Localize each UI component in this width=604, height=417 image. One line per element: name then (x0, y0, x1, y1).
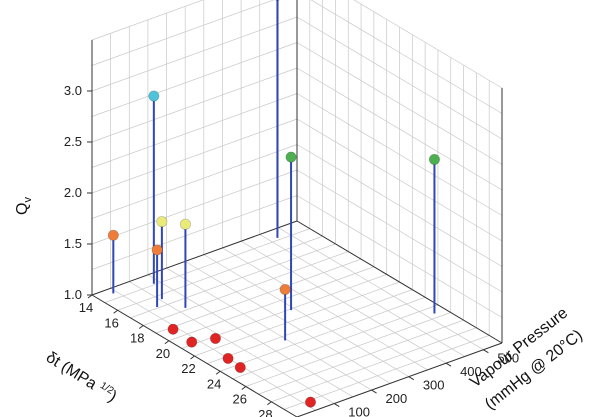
y-tick (483, 349, 489, 354)
x-tick (215, 370, 221, 375)
grid-line (284, 335, 490, 410)
grid-line (296, 195, 503, 318)
z-tick-label: 1.5 (64, 236, 82, 251)
grid-line (258, 319, 464, 395)
grid-layer (91, 0, 503, 417)
tick-labels: 14161820222426283001002003004005001.01.5… (64, 83, 519, 417)
data-point (107, 229, 119, 241)
grid-line (91, 42, 298, 117)
x-tick (190, 355, 195, 360)
grid-line (91, 93, 298, 168)
grid-line (91, 16, 298, 92)
axis-frame (87, 0, 503, 417)
data-point (186, 336, 198, 348)
data-point (222, 352, 234, 364)
grid-line (129, 281, 335, 404)
y-tick-label: 200 (386, 391, 408, 406)
z-axis-label: Qv (14, 197, 34, 215)
axis-edge (296, 342, 503, 417)
grid-line (117, 235, 323, 311)
y-tick (445, 362, 452, 367)
grid-line (91, 169, 298, 245)
grid-line (353, 0, 503, 89)
x-tick-label: 20 (156, 346, 170, 361)
z-tick-label: 1.0 (64, 287, 82, 302)
grid-line (232, 304, 439, 380)
x-tick (138, 325, 144, 329)
y-tick-label: 400 (460, 364, 482, 379)
grid-line (296, 67, 503, 191)
data-point (156, 216, 168, 228)
grid-line (147, 274, 354, 398)
stems-layer (107, 0, 440, 408)
z-tick-label: 2.5 (64, 134, 82, 149)
data-point (305, 396, 317, 408)
grid-line (91, 0, 204, 41)
grid-line (143, 251, 349, 326)
grid-line (310, 0, 503, 114)
grid-line (203, 254, 409, 377)
grid-line (168, 266, 374, 342)
y-tick-label: 500 (497, 351, 519, 366)
grid-line (245, 312, 451, 387)
grid-line (185, 261, 391, 384)
data-point (279, 283, 291, 295)
grid-line (296, 16, 503, 140)
x-tick-label: 18 (130, 331, 144, 346)
data-point (209, 332, 221, 344)
x-tick (164, 340, 170, 345)
y-tick (334, 403, 340, 407)
x-tick-label: 28 (258, 407, 272, 417)
grid-line (91, 118, 298, 194)
y-tick-label: 100 (348, 405, 370, 417)
grid-line (296, 144, 503, 267)
grid-line (91, 195, 298, 270)
grid-line (296, 118, 503, 242)
x-tick (267, 401, 272, 406)
y-tick (371, 389, 377, 394)
data-point (428, 153, 440, 165)
x-tick-label: 14 (79, 300, 93, 315)
grid-line (110, 287, 316, 411)
x-tick-label: 22 (181, 361, 195, 376)
data-point (234, 361, 246, 373)
x-tick-label: 26 (233, 392, 247, 407)
grid-line (166, 267, 372, 391)
grid-line (194, 281, 400, 357)
x-tick (113, 309, 118, 314)
axis-edge (296, 220, 503, 344)
grid-line (240, 240, 447, 364)
data-point (285, 151, 297, 163)
x-axis-label: δt (MPa 1/2) (43, 348, 120, 406)
data-point (151, 244, 163, 256)
x-tick-label: 16 (104, 315, 118, 330)
x-tick-label: 24 (207, 376, 221, 391)
grid-line (259, 234, 465, 357)
grid-line (130, 243, 336, 319)
z-tick-label: 3.0 (64, 83, 82, 98)
grid-line (220, 296, 426, 372)
grid-line (104, 228, 310, 303)
axis-edge (91, 220, 298, 296)
grid-line (91, 67, 298, 143)
data-point (148, 90, 160, 102)
data-point (179, 218, 191, 230)
grid-line (91, 0, 275, 66)
grid-line (278, 227, 484, 351)
grid-line (222, 247, 428, 371)
data-point (167, 323, 179, 335)
grid-line (91, 144, 298, 219)
x-tick (241, 386, 247, 390)
grid-line (296, 42, 503, 165)
y-tick-label: 300 (423, 378, 445, 393)
y-tick (408, 376, 415, 381)
z-tick-label: 2.0 (64, 185, 82, 200)
grid-line (271, 327, 477, 403)
grid-line (296, 169, 503, 293)
grid-line (207, 289, 413, 364)
grid-line (296, 93, 503, 216)
grid-line (155, 258, 362, 334)
